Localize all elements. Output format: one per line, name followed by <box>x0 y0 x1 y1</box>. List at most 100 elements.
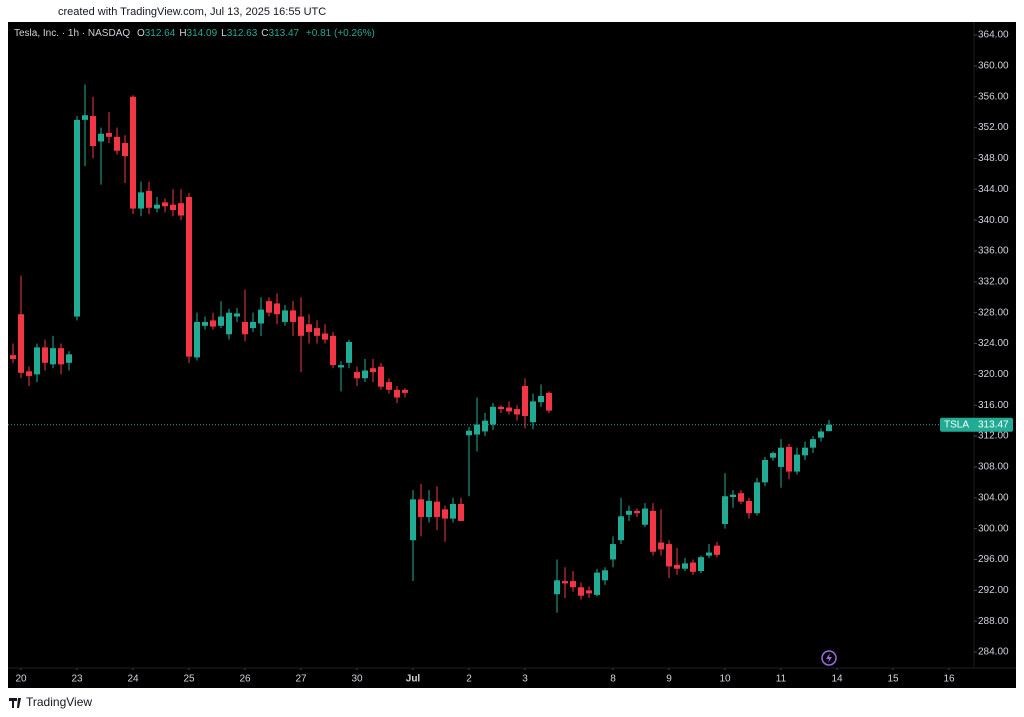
candle-body <box>458 503 464 521</box>
candle-body <box>682 563 688 569</box>
y-tick-label: 364.00 <box>978 30 1009 41</box>
candle-body <box>562 581 568 584</box>
logo-text: TradingView <box>26 695 92 709</box>
logo[interactable]: TradingView <box>9 695 92 709</box>
candle-body <box>202 321 208 326</box>
y-tick-label: 352.00 <box>978 122 1009 133</box>
x-tick-label: 16 <box>943 674 955 685</box>
candle-body <box>778 447 784 467</box>
candle-body <box>314 328 320 336</box>
candle-body <box>122 143 128 157</box>
candle-body <box>818 431 824 438</box>
last-price-symbol: TSLA <box>944 419 969 430</box>
x-tick-label: 25 <box>183 674 195 685</box>
y-tick-label: 336.00 <box>978 246 1009 257</box>
y-tick-label: 316.00 <box>978 400 1009 411</box>
last-price-value: 313.47 <box>978 419 1009 430</box>
y-tick-label: 300.00 <box>978 523 1009 534</box>
candle-body <box>650 510 656 552</box>
candle-body <box>658 542 664 550</box>
candle-body <box>298 316 304 336</box>
candle-body <box>802 447 808 456</box>
symbol-title: Tesla, Inc. · 1h · NASDAQ <box>14 28 130 39</box>
y-tick-label: 328.00 <box>978 307 1009 318</box>
y-tick-label: 308.00 <box>978 462 1009 473</box>
y-tick-label: 292.00 <box>978 585 1009 596</box>
x-tick-label: 14 <box>831 674 843 685</box>
candle-body <box>154 204 160 209</box>
change: +0.81 (+0.26%) <box>306 28 375 39</box>
candle-body <box>442 509 448 519</box>
x-tick-label: 9 <box>666 674 672 685</box>
watermark: created with TradingView.com, Jul 13, 20… <box>58 6 326 18</box>
x-tick-label: 20 <box>15 674 27 685</box>
candle-body <box>130 96 136 209</box>
candle-body <box>218 316 224 326</box>
candle-body <box>514 409 520 415</box>
candle-body <box>370 368 376 373</box>
legend-value: 312.63 <box>227 28 258 39</box>
x-tick-label: 8 <box>610 674 616 685</box>
candle-body <box>634 510 640 514</box>
y-tick-label: 312.00 <box>978 431 1009 442</box>
candle-body <box>618 516 624 541</box>
legend-value: 313.47 <box>269 28 300 39</box>
x-tick-label: 26 <box>239 674 251 685</box>
candle-body <box>770 453 776 458</box>
candle-body <box>450 503 456 519</box>
candle-body <box>426 500 432 518</box>
candle-body <box>146 190 152 208</box>
y-tick-label: 284.00 <box>978 647 1009 658</box>
last-price-tag <box>940 417 1013 432</box>
candle-body <box>826 424 832 432</box>
chart-background <box>8 22 1016 688</box>
y-tick-label: 340.00 <box>978 215 1009 226</box>
candle-body <box>226 312 232 335</box>
candle-body <box>194 321 200 358</box>
candle-body <box>602 570 608 581</box>
candle-body <box>330 335 336 366</box>
candle-body <box>546 392 552 411</box>
legend-key: H <box>179 28 186 39</box>
legend: Tesla, Inc. · 1h · NASDAQ O312.64 H314.09… <box>14 28 375 39</box>
candle-body <box>186 196 192 357</box>
candle-body <box>274 303 280 315</box>
candle-body <box>642 508 648 525</box>
candle-body <box>378 366 384 387</box>
candle-body <box>18 314 24 373</box>
candle-body <box>242 321 248 335</box>
candle-body <box>578 587 584 596</box>
candle-body <box>386 382 392 390</box>
candle-body <box>522 385 528 417</box>
candle-body <box>34 347 40 375</box>
assistant-icon[interactable] <box>821 650 837 666</box>
y-tick-label: 324.00 <box>978 338 1009 349</box>
y-tick-label: 356.00 <box>978 91 1009 102</box>
candle-body <box>474 424 480 435</box>
candle-body <box>722 496 728 525</box>
icon-bolt <box>826 653 832 663</box>
legend-key: O <box>137 28 145 39</box>
y-tick-label: 296.00 <box>978 554 1009 565</box>
candle-body <box>586 590 592 594</box>
candle-body <box>170 204 176 211</box>
candle-body <box>418 499 424 518</box>
x-tick-label: 30 <box>351 674 363 685</box>
candle-body <box>26 371 32 376</box>
candle-body <box>306 324 312 332</box>
candle-body <box>786 446 792 472</box>
y-tick-label: 288.00 <box>978 616 1009 627</box>
candle-body <box>594 572 600 595</box>
candle-body <box>58 348 64 365</box>
candle-body <box>754 482 760 514</box>
logo-mark <box>9 698 21 708</box>
candle-body <box>162 202 168 207</box>
candle-body <box>466 430 472 436</box>
y-tick-label: 360.00 <box>978 61 1009 72</box>
candle-body <box>42 347 48 363</box>
legend-key: L <box>221 28 227 39</box>
candle-body <box>794 454 800 472</box>
x-tick-label: 3 <box>522 674 528 685</box>
candle-body <box>74 119 80 317</box>
